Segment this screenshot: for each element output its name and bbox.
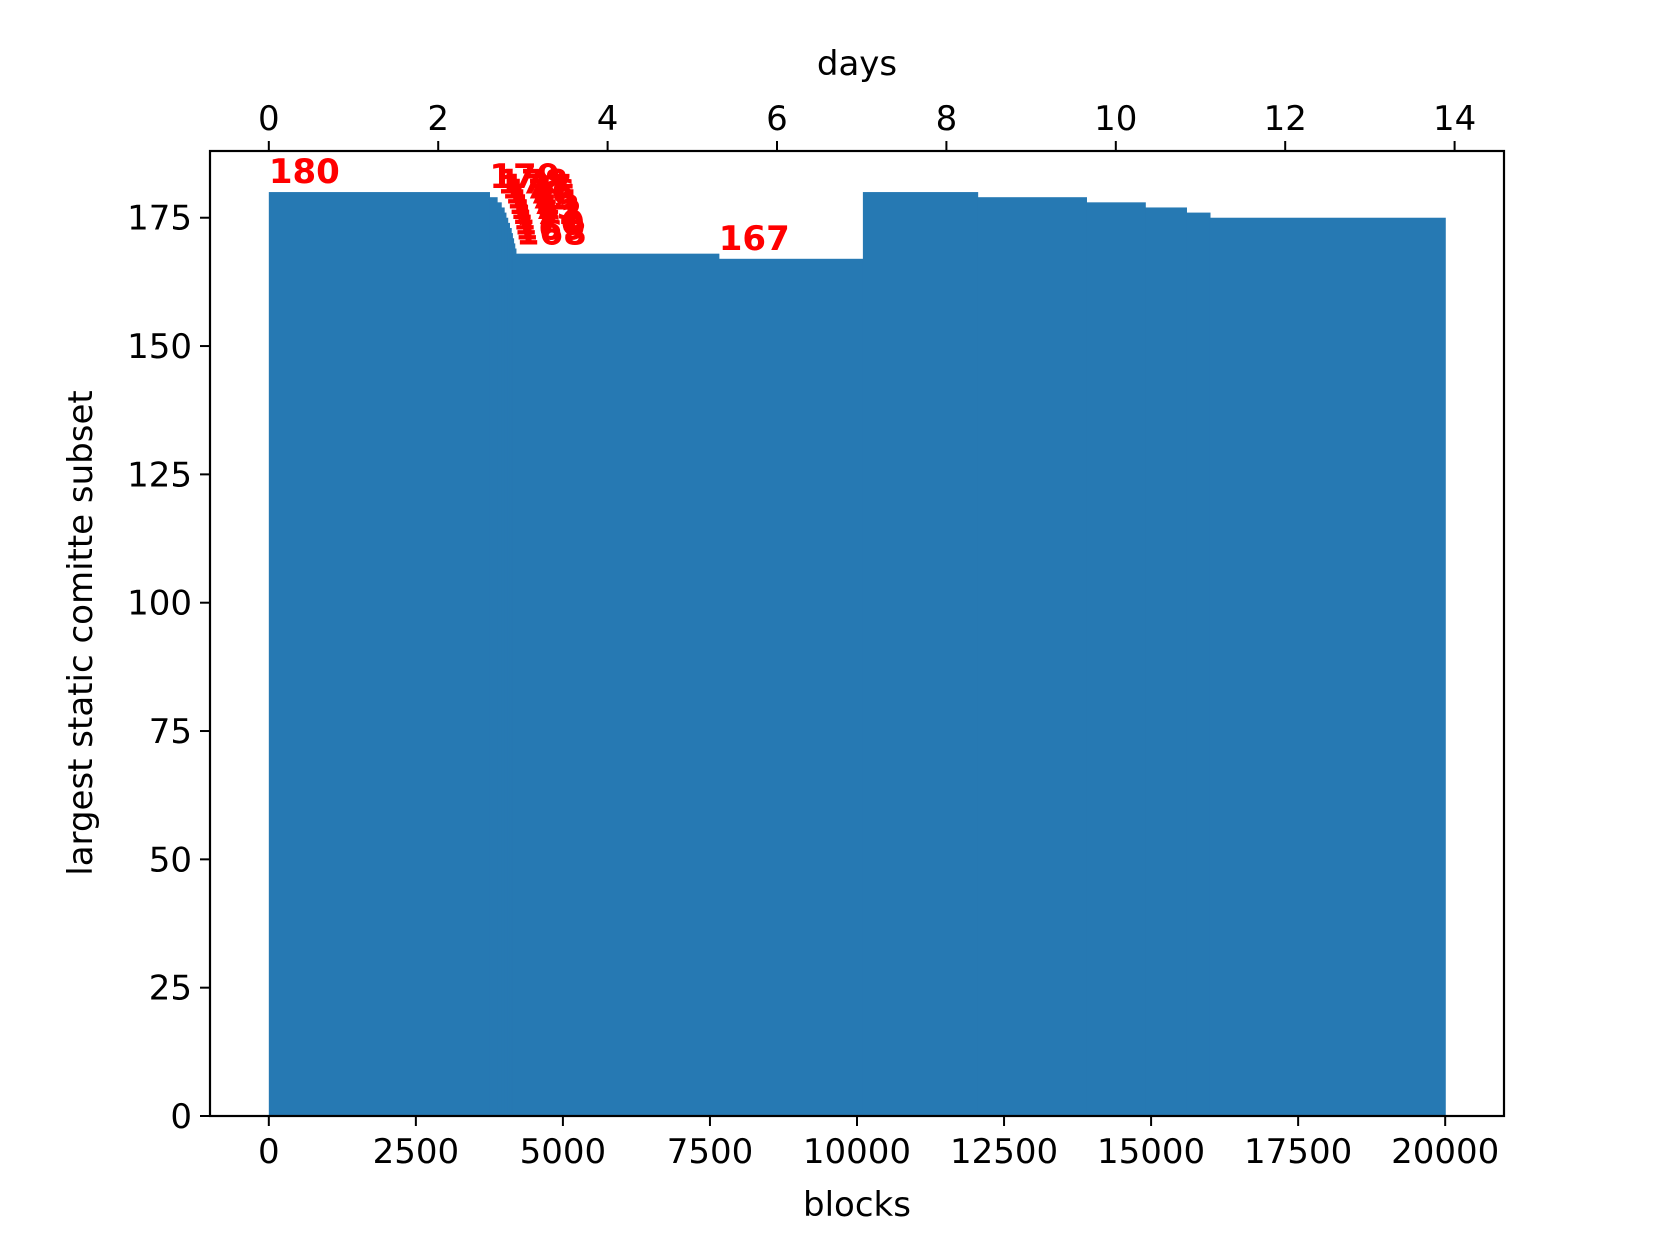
- top-x-tick-label: 0: [258, 99, 280, 139]
- top-axis-title: days: [817, 44, 897, 84]
- x-tick-label: 7500: [667, 1132, 754, 1172]
- step-segment: [509, 227, 512, 1116]
- step-segment: [497, 202, 502, 1117]
- x-tick-label: 5000: [520, 1132, 607, 1172]
- value-annotation: 174: [508, 183, 579, 223]
- step-segment: [718, 258, 864, 1116]
- value-annotation: 179: [489, 157, 560, 197]
- value-annotation: 169: [515, 209, 586, 249]
- step-segment: [501, 207, 505, 1116]
- step-segment: [1086, 202, 1146, 1117]
- step-segment: [515, 253, 720, 1117]
- value-annotation: 172: [511, 193, 582, 233]
- top-x-axis: 0 2 4 6 8 10 12 14: [258, 99, 1476, 151]
- step-segment: [1209, 217, 1446, 1116]
- top-x-tick-label: 10: [1094, 99, 1137, 139]
- step-segment: [1145, 207, 1187, 1116]
- y-axis-title: largest static comitte subset: [61, 390, 101, 875]
- y-tick-label: 50: [149, 840, 192, 880]
- step-segment: [511, 233, 513, 1116]
- y-tick-label: 125: [127, 455, 192, 495]
- x-tick-label: 0: [258, 1132, 280, 1172]
- value-annotation: 180: [269, 152, 340, 192]
- step-segment: [505, 217, 509, 1116]
- value-annotation: 167: [719, 219, 790, 259]
- step-segment: [513, 243, 516, 1116]
- step-segment: [268, 192, 490, 1116]
- value-annotation: 178: [497, 162, 568, 202]
- value-annotation: 173: [509, 188, 580, 228]
- bottom-x-axis: 0 2500 5000 7500 10000 12500 15000 17500 20000: [258, 1116, 1499, 1172]
- y-tick-label: 0: [170, 1097, 192, 1137]
- step-segment: [512, 238, 515, 1117]
- y-tick-label: 175: [127, 199, 192, 239]
- x-tick-label: 10000: [803, 1132, 911, 1172]
- top-x-tick-label: 12: [1264, 99, 1307, 139]
- top-x-tick-label: 4: [597, 99, 619, 139]
- step-segment: [514, 248, 517, 1116]
- value-annotation: 177: [501, 167, 572, 207]
- y-tick-label: 150: [127, 327, 192, 367]
- x-tick-label: 12500: [950, 1132, 1058, 1172]
- value-annotation: 175: [506, 178, 577, 218]
- x-axis-title: blocks: [803, 1185, 911, 1225]
- top-x-tick-label: 8: [936, 99, 958, 139]
- y-tick-label: 25: [149, 969, 192, 1009]
- step-segment: [862, 192, 979, 1116]
- x-tick-label: 2500: [373, 1132, 460, 1172]
- top-x-tick-label: 14: [1433, 99, 1476, 139]
- step-segment: [1186, 212, 1211, 1116]
- step-segment: [977, 197, 1087, 1117]
- x-tick-label: 15000: [1097, 1132, 1205, 1172]
- value-annotation: 170: [514, 203, 585, 243]
- left-y-axis: 0 25 50 75 100 125 150 175: [127, 199, 210, 1137]
- step-area-series: [268, 192, 1446, 1117]
- step-segment: [504, 212, 507, 1116]
- top-x-tick-label: 6: [766, 99, 788, 139]
- top-x-tick-label: 2: [427, 99, 449, 139]
- y-tick-label: 100: [127, 584, 192, 624]
- step-segment: [489, 197, 498, 1117]
- step-segment: [507, 222, 510, 1117]
- value-annotation: 171: [512, 198, 583, 238]
- x-tick-label: 17500: [1244, 1132, 1352, 1172]
- y-tick-label: 75: [149, 712, 192, 752]
- value-annotation: 176: [504, 173, 575, 213]
- x-tick-label: 20000: [1391, 1132, 1499, 1172]
- value-annotation: 168: [516, 214, 587, 254]
